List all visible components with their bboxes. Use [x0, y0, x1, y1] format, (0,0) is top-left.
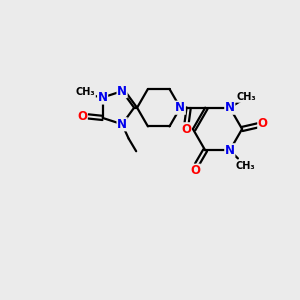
Text: N: N — [117, 85, 127, 98]
Text: CH₃: CH₃ — [236, 161, 255, 171]
Text: N: N — [175, 101, 185, 114]
Text: O: O — [77, 110, 87, 123]
Text: N: N — [98, 91, 108, 104]
Text: N: N — [225, 144, 235, 157]
Text: CH₃: CH₃ — [236, 92, 256, 102]
Text: N: N — [117, 118, 127, 131]
Text: CH₃: CH₃ — [76, 87, 95, 98]
Text: O: O — [181, 123, 191, 136]
Text: N: N — [225, 101, 235, 114]
Text: O: O — [258, 117, 268, 130]
Text: O: O — [190, 164, 200, 177]
